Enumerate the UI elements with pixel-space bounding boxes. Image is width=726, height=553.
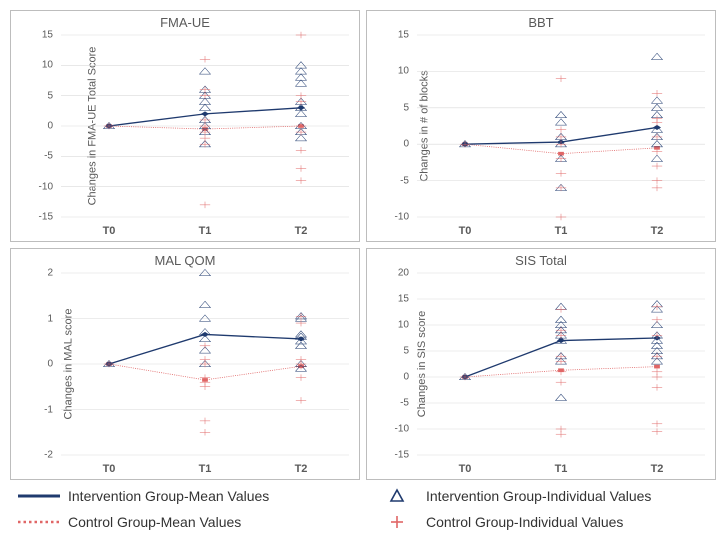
panel-title: MAL QOM — [11, 253, 359, 268]
legend-intervention-individual: Intervention Group-Individual Values — [376, 488, 724, 504]
panel-title: FMA-UE — [11, 15, 359, 30]
plot-area — [417, 273, 705, 455]
y-tick-label: 0 — [403, 372, 409, 383]
y-tick-label: 5 — [47, 90, 53, 101]
line-icon — [18, 488, 60, 504]
legend-label: Control Group-Mean Values — [68, 514, 241, 530]
y-tick-label: 10 — [398, 66, 409, 77]
y-ticks: -2-1012 — [11, 273, 57, 455]
y-tick-label: 15 — [42, 30, 53, 41]
y-tick-label: -5 — [400, 175, 409, 186]
legend-control-individual: Control Group-Individual Values — [376, 514, 724, 530]
y-tick-label: 2 — [47, 268, 53, 279]
panels-grid: FMA-UEChanges in FMA-UE Total Score-15-1… — [10, 10, 716, 480]
x-tick-label: T0 — [459, 463, 472, 475]
y-tick-label: -10 — [39, 181, 53, 192]
x-tick-label: T2 — [295, 225, 308, 237]
dotted-line-icon — [18, 514, 60, 530]
x-tick-label: T2 — [295, 463, 308, 475]
y-ticks: -15-10-5051015 — [11, 35, 57, 217]
x-ticks: T0 T1 T2 — [417, 225, 705, 237]
x-tick-label: T1 — [199, 463, 212, 475]
y-ticks: -10-5051015 — [367, 35, 413, 217]
x-tick-label: T0 — [103, 463, 116, 475]
chart-panel: SIS TotalChanges in SIS score-15-10-5051… — [366, 248, 716, 480]
y-ticks: -15-10-505101520 — [367, 273, 413, 455]
legend: Intervention Group-Mean Values Intervent… — [10, 488, 724, 530]
y-tick-label: -15 — [39, 212, 53, 223]
plot-area — [61, 273, 349, 455]
legend-label: Control Group-Individual Values — [426, 514, 623, 530]
y-tick-label: 15 — [398, 30, 409, 41]
y-tick-label: 0 — [47, 121, 53, 132]
chart-panel: MAL QOMChanges in MAL score-2-1012T0T1T2 — [10, 248, 360, 480]
x-tick-label: T2 — [651, 225, 664, 237]
y-tick-label: 20 — [398, 268, 409, 279]
x-ticks: T0 T1 T2 — [61, 225, 349, 237]
y-tick-label: -1 — [44, 404, 53, 415]
y-tick-label: 10 — [398, 320, 409, 331]
y-tick-label: -5 — [44, 151, 53, 162]
triangle-icon — [376, 488, 418, 504]
chart-panel: FMA-UEChanges in FMA-UE Total Score-15-1… — [10, 10, 360, 242]
panel-title: BBT — [367, 15, 715, 30]
y-tick-label: -5 — [400, 398, 409, 409]
y-tick-label: 15 — [398, 294, 409, 305]
panel-title: SIS Total — [367, 253, 715, 268]
x-ticks: T0 T1 T2 — [417, 463, 705, 475]
x-tick-label: T0 — [103, 225, 116, 237]
y-tick-label: 5 — [403, 346, 409, 357]
y-tick-label: 0 — [403, 139, 409, 150]
plot-area — [61, 35, 349, 217]
y-tick-label: -15 — [395, 450, 409, 461]
y-tick-label: 10 — [42, 60, 53, 71]
legend-label: Intervention Group-Individual Values — [426, 488, 651, 504]
x-tick-label: T0 — [459, 225, 472, 237]
x-tick-label: T1 — [555, 463, 568, 475]
y-tick-label: 0 — [47, 359, 53, 370]
y-tick-label: -10 — [395, 212, 409, 223]
chart-panel: BBTChanges in # of blocks-10-5051015T0T1… — [366, 10, 716, 242]
plus-icon — [376, 514, 418, 530]
legend-label: Intervention Group-Mean Values — [68, 488, 269, 504]
x-ticks: T0 T1 T2 — [61, 463, 349, 475]
y-tick-label: -2 — [44, 450, 53, 461]
x-tick-label: T2 — [651, 463, 664, 475]
y-tick-label: 1 — [47, 313, 53, 324]
x-tick-label: T1 — [199, 225, 212, 237]
plot-area — [417, 35, 705, 217]
legend-intervention-mean: Intervention Group-Mean Values — [18, 488, 366, 504]
y-tick-label: 5 — [403, 102, 409, 113]
y-tick-label: -10 — [395, 424, 409, 435]
legend-control-mean: Control Group-Mean Values — [18, 514, 366, 530]
x-tick-label: T1 — [555, 225, 568, 237]
